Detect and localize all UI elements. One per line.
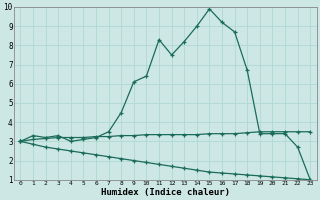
X-axis label: Humidex (Indice chaleur): Humidex (Indice chaleur) <box>101 188 230 197</box>
